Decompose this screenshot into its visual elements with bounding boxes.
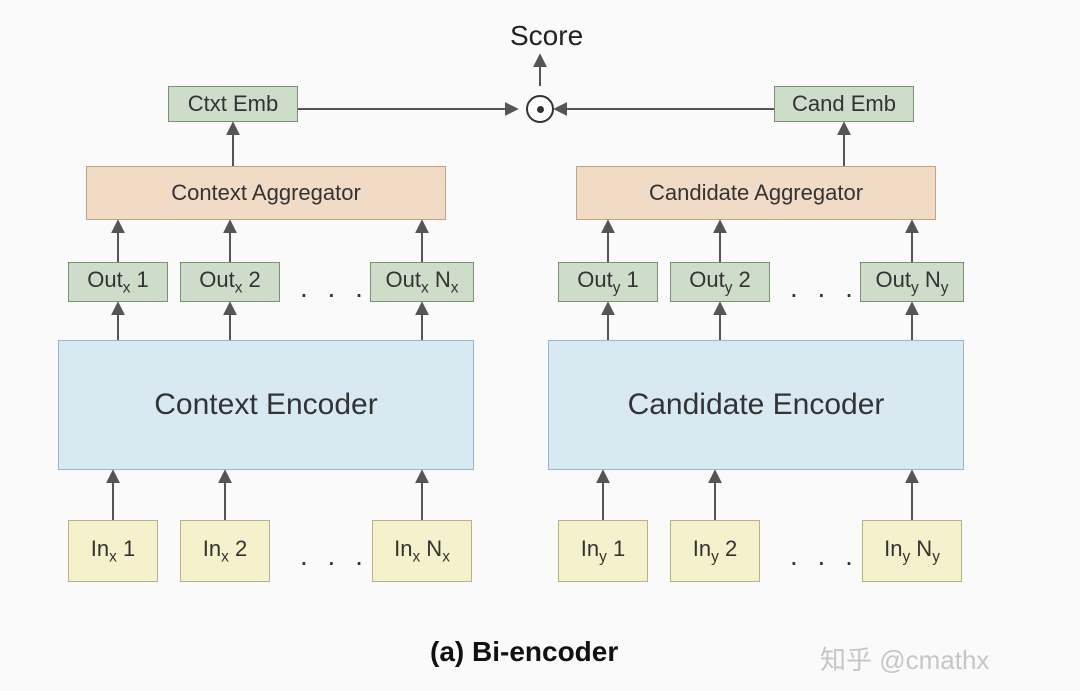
outx-n-box: Outx Nx xyxy=(370,262,474,302)
watermark: 知乎 @cmathx xyxy=(820,640,989,677)
outy-2-box: Outy 2 xyxy=(670,262,770,302)
dot-product-op xyxy=(526,95,554,123)
iny-n-box: Iny Ny xyxy=(862,520,962,582)
outx-1-box: Outx 1 xyxy=(68,262,168,302)
inx-2-box: Inx 2 xyxy=(180,520,270,582)
score-label: Score xyxy=(510,20,583,52)
context-encoder-box: Context Encoder xyxy=(58,340,474,470)
candidate-encoder-box: Candidate Encoder xyxy=(548,340,964,470)
inx-1-box: Inx 1 xyxy=(68,520,158,582)
iny-2-box: Iny 2 xyxy=(670,520,760,582)
caption: (a) Bi-encoder xyxy=(430,636,618,668)
ctxt-emb-box: Ctxt Emb xyxy=(168,86,298,122)
candidate-aggregator-box: Candidate Aggregator xyxy=(576,166,936,220)
context-aggregator-box: Context Aggregator xyxy=(86,166,446,220)
outy-n-box: Outy Ny xyxy=(860,262,964,302)
bi-encoder-diagram: Score Ctxt Emb Context Aggregator Contex… xyxy=(0,0,1080,691)
out-right-dots: . . . xyxy=(790,272,859,304)
out-left-dots: . . . xyxy=(300,272,369,304)
iny-1-box: Iny 1 xyxy=(558,520,648,582)
in-right-dots: . . . xyxy=(790,540,859,572)
outx-2-box: Outx 2 xyxy=(180,262,280,302)
cand-emb-box: Cand Emb xyxy=(774,86,914,122)
inx-n-box: Inx Nx xyxy=(372,520,472,582)
in-left-dots: . . . xyxy=(300,540,369,572)
outy-1-box: Outy 1 xyxy=(558,262,658,302)
